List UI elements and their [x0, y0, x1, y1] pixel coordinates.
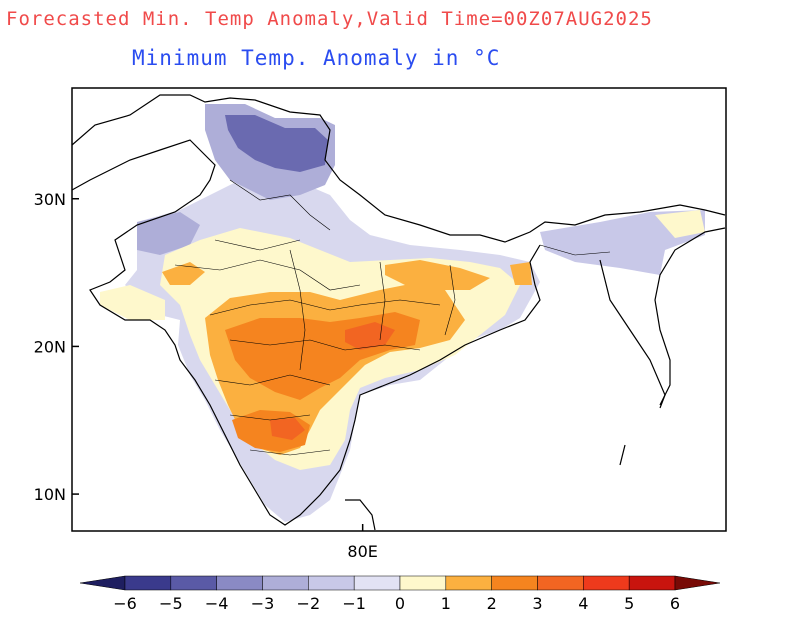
anomaly-fields	[100, 104, 705, 522]
colorbar-segment	[628, 575, 676, 591]
colorbar-segment	[262, 575, 309, 591]
colorbar-label: −6	[113, 594, 137, 613]
colorbar-label: −4	[205, 594, 229, 613]
colorbar-segment	[674, 575, 721, 591]
colorbar-segment	[445, 575, 492, 591]
colorbar-label: 6	[670, 594, 680, 613]
myanmar-outline	[599, 259, 666, 409]
y-tick-label: 30N	[34, 190, 66, 209]
plot-frame	[71, 87, 727, 532]
colorbar: −6 −5 −4 −3 −2 −1 0 1 2 3 4 5 6	[79, 575, 721, 613]
warm-anomaly-north	[385, 260, 490, 290]
colorbar-label: 1	[441, 594, 451, 613]
neutral-region-ne	[655, 210, 705, 238]
hot-anomaly-core	[270, 418, 305, 440]
colorbar-label: 4	[578, 594, 588, 613]
colorbar-segment	[79, 575, 126, 591]
warm-anomaly-west	[162, 262, 205, 285]
y-tick-label: 20N	[34, 337, 66, 356]
neutral-region-west	[100, 285, 165, 320]
y-axis: 30N 20N 10N	[34, 190, 79, 504]
sri-lanka-outline	[345, 499, 376, 531]
y-tick-label: 10N	[34, 485, 66, 504]
chart-subtitle: Minimum Temp. Anomaly in °C	[132, 46, 501, 70]
warm-anomaly-east	[510, 262, 532, 285]
hot-anomaly-mid	[345, 322, 395, 350]
colorbar-label: 5	[624, 594, 634, 613]
cold-anomaly-core	[225, 115, 328, 172]
colorbar-label: 0	[395, 594, 405, 613]
colorbar-segment	[537, 575, 584, 591]
colorbar-label: 3	[532, 594, 542, 613]
boundaries	[71, 94, 726, 531]
cold-anomaly-northeast	[540, 210, 705, 275]
x-axis: 80E	[347, 524, 378, 561]
colorbar-segment	[399, 575, 447, 591]
colorbar-segment	[353, 575, 401, 591]
india-outline	[71, 94, 726, 526]
colorbar-label: −1	[342, 594, 366, 613]
colorbar-label: −2	[297, 594, 321, 613]
colorbar-segment	[216, 575, 263, 591]
colorbar-label: 2	[487, 594, 497, 613]
colorbar-segment	[170, 575, 217, 591]
colorbar-segment	[124, 575, 172, 591]
colorbar-label: −5	[159, 594, 183, 613]
island-outline	[619, 444, 626, 466]
x-tick-label: 80E	[347, 542, 377, 561]
colorbar-segment	[583, 575, 630, 591]
cold-anomaly-northwest	[137, 212, 200, 255]
colorbar-segment	[491, 575, 538, 591]
state-borders	[174, 179, 611, 456]
chart-title: Forecasted Min. Temp Anomaly,Valid Time=…	[6, 8, 653, 30]
colorbar-label: −3	[251, 594, 275, 613]
colorbar-segment	[308, 575, 355, 591]
